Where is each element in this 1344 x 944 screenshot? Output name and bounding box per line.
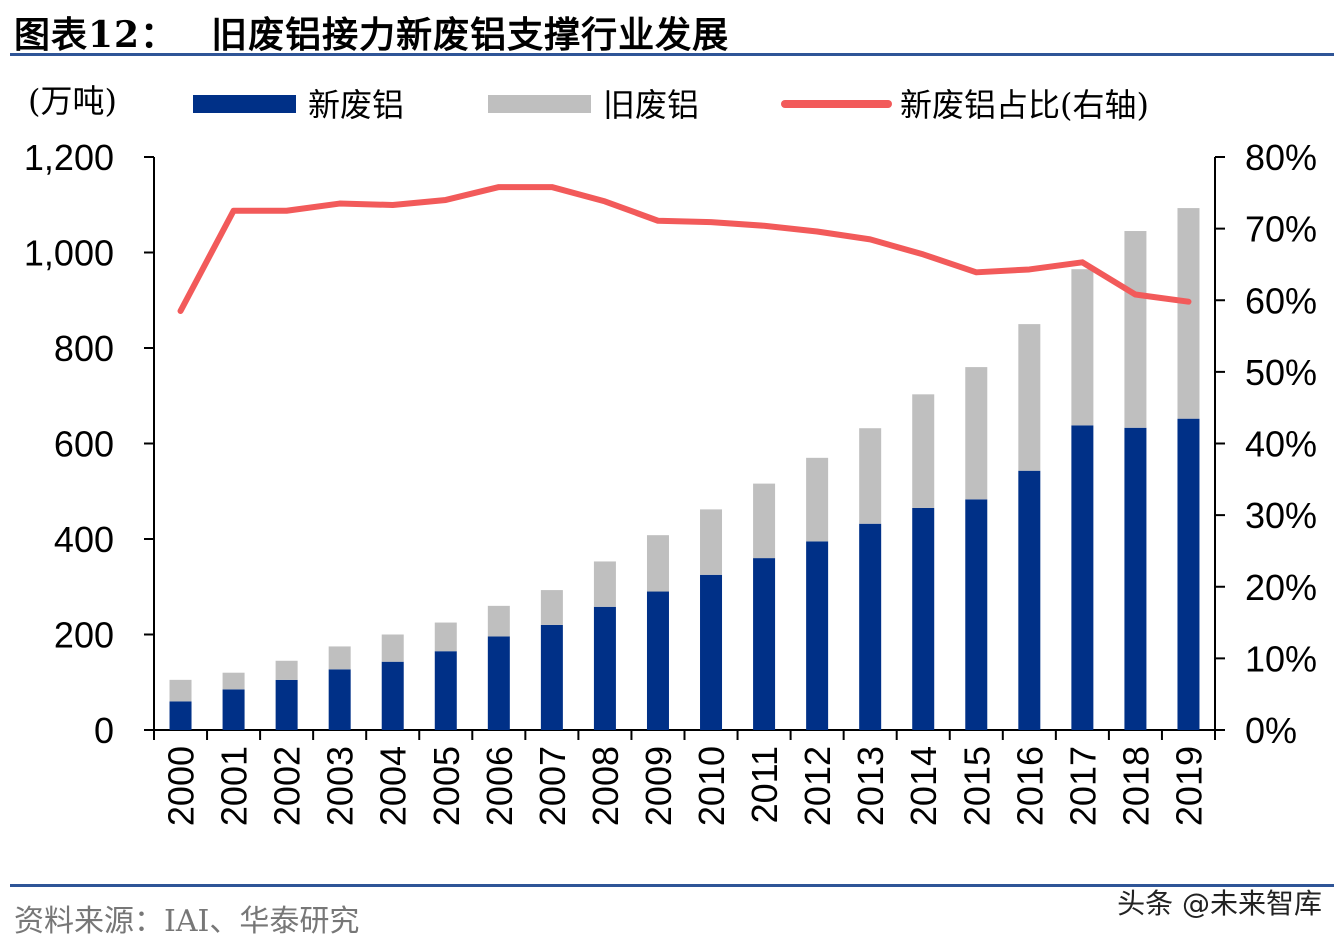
left-axis-ticks: 0 200 400 600 800 1,000 1,200 <box>24 137 154 751</box>
x-tick-label: 2006 <box>479 746 520 826</box>
bar-new-scrap <box>1124 427 1147 730</box>
bar-new-scrap <box>753 558 776 730</box>
bar-new-scrap <box>487 636 510 730</box>
right-tick-label: 80% <box>1245 137 1317 178</box>
x-tick-label: 2012 <box>797 746 838 826</box>
bar-old-scrap <box>275 660 298 680</box>
bar-new-scrap <box>700 574 723 730</box>
right-tick-label: 70% <box>1245 209 1317 250</box>
bar-old-scrap <box>1071 269 1094 426</box>
share-line-layer <box>177 184 1192 314</box>
legend-label-new-scrap: 新废铝 <box>308 86 404 124</box>
bar-new-scrap <box>222 689 245 730</box>
bar-old-scrap <box>1018 324 1041 471</box>
bar-new-scrap <box>169 701 192 730</box>
chart-title: 图表12： 旧废铝接力新废铝支撑行业发展 <box>14 6 729 58</box>
top-rule <box>10 53 1334 56</box>
bar-old-scrap <box>753 483 776 559</box>
bar-old-scrap <box>593 561 616 607</box>
x-tick-label: 2011 <box>744 746 785 823</box>
bars <box>169 208 1200 730</box>
bar-old-scrap <box>1177 208 1200 419</box>
left-tick-label: 800 <box>54 328 114 369</box>
bar-old-scrap <box>381 634 404 662</box>
right-axis-ticks: 0% 10% 20% 30% 40% 50% 60% 70% 80% <box>1215 137 1317 751</box>
bar-new-scrap <box>1018 470 1041 730</box>
right-tick-label: 30% <box>1245 495 1317 536</box>
right-tick-label: 0% <box>1245 710 1297 751</box>
share-line <box>177 184 1192 314</box>
x-tick-label: 2015 <box>956 746 997 826</box>
bar-old-scrap <box>859 428 882 524</box>
right-tick-label: 20% <box>1245 567 1317 608</box>
x-tick-label: 2002 <box>267 746 308 826</box>
bar-old-scrap <box>434 622 457 652</box>
figure-title: 旧废铝接力新废铝支撑行业发展 <box>211 14 730 56</box>
x-tick-label: 2004 <box>373 746 414 826</box>
bar-old-scrap <box>912 394 935 508</box>
bar-old-scrap <box>540 590 563 625</box>
x-tick-label: 2000 <box>161 746 202 826</box>
bar-new-scrap <box>381 661 404 730</box>
bar-old-scrap <box>222 672 245 690</box>
left-tick-label: 400 <box>54 519 114 560</box>
x-axis-ticks: 2000 2001 2002 2003 2004 2005 2006 2007 2008 2009… <box>153 730 1216 826</box>
right-tick-label: 40% <box>1245 424 1317 465</box>
bar-old-scrap <box>965 367 988 500</box>
x-tick-label: 2013 <box>850 746 891 826</box>
x-tick-label: 2008 <box>585 746 626 826</box>
x-tick-label: 2003 <box>320 746 361 826</box>
bar-new-scrap <box>593 606 616 730</box>
bar-new-scrap <box>646 591 669 730</box>
figure-label: 图表12： <box>14 14 178 56</box>
bar-old-scrap <box>169 679 192 702</box>
x-tick-label: 2009 <box>638 746 679 826</box>
x-tick-label: 2001 <box>214 746 255 826</box>
x-tick-label: 2019 <box>1168 746 1209 826</box>
left-tick-label: 0 <box>94 710 114 751</box>
bar-old-scrap <box>1124 231 1147 428</box>
legend-swatch-new-scrap <box>193 95 296 113</box>
source-note: 资料来源：IAI、华泰研究 <box>14 904 360 939</box>
chart: (万吨) 新废铝 旧废铝 新废铝占比(右轴) 0 200 400 600 800 1,00… <box>24 82 1317 826</box>
bar-old-scrap <box>806 457 829 542</box>
watermark: 头条 @未来智库 <box>1117 887 1322 920</box>
x-tick-label: 2005 <box>426 746 467 826</box>
x-tick-label: 2017 <box>1062 746 1103 826</box>
x-tick-label: 2014 <box>903 746 944 826</box>
y-axis-unit: (万吨) <box>28 82 117 120</box>
left-tick-label: 200 <box>54 615 114 656</box>
legend-label-share-line: 新废铝占比(右轴) <box>900 86 1149 124</box>
bar-old-scrap <box>328 646 351 670</box>
x-tick-label: 2016 <box>1009 746 1050 826</box>
bar-new-scrap <box>1071 425 1094 730</box>
right-tick-label: 50% <box>1245 352 1317 393</box>
bar-new-scrap <box>912 507 935 730</box>
legend-label-old-scrap: 旧废铝 <box>603 86 699 124</box>
legend-swatch-old-scrap <box>488 95 591 113</box>
bar-new-scrap <box>806 541 829 730</box>
bar-new-scrap <box>434 651 457 730</box>
right-tick-label: 60% <box>1245 280 1317 321</box>
x-tick-label: 2018 <box>1115 746 1156 826</box>
bar-new-scrap <box>540 624 563 730</box>
bar-old-scrap <box>487 605 510 637</box>
x-tick-label: 2007 <box>532 746 573 826</box>
bar-new-scrap <box>328 669 351 730</box>
bar-old-scrap <box>646 535 669 592</box>
left-tick-label: 1,200 <box>24 137 114 178</box>
left-tick-label: 1,000 <box>24 233 114 274</box>
bar-new-scrap <box>965 499 988 730</box>
bar-old-scrap <box>700 509 723 575</box>
x-tick-label: 2010 <box>691 746 732 826</box>
bar-new-scrap <box>1177 418 1200 730</box>
bar-new-scrap <box>275 679 298 730</box>
legend: 新废铝 旧废铝 新废铝占比(右轴) <box>193 86 1149 124</box>
left-tick-label: 600 <box>54 424 114 465</box>
bar-new-scrap <box>859 523 882 730</box>
bottom-rule <box>10 884 1334 887</box>
right-tick-label: 10% <box>1245 638 1317 679</box>
